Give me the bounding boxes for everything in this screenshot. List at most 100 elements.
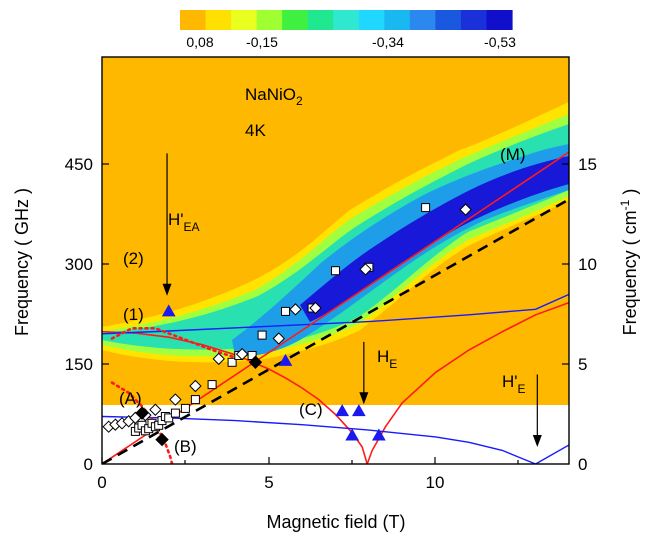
y-left-tick-label-300: 300 [65,255,93,274]
y-left-tick-label-0: 0 [84,455,93,474]
data-point-square [180,403,190,413]
colorbar-cell [384,10,411,30]
y-left-tick-label-150: 150 [65,355,93,374]
temperature-label: 4K [245,121,266,140]
colorbar-cell [180,10,207,30]
colorbar-cell [409,10,436,30]
data-point-open-diamond [189,379,202,393]
data-point-triangle [335,404,350,417]
colorbar-cell [486,10,513,30]
mode-label-2: (2) [123,249,144,268]
arrow-label-HEA-sub: EA [184,220,200,234]
data-point-square [164,413,174,423]
data-point-square [170,408,180,418]
y-axis-label-right-exp: -1 [618,199,632,210]
data-point-filled-diamond [248,355,263,369]
data-point-square [421,203,431,213]
y-left-tick-label-450: 450 [65,155,93,174]
data-point-open-diamond [459,203,472,216]
y-axis-label-right-main: Frequency ( cm [620,210,640,335]
data-point-triangle [372,428,386,441]
colorbar-tick-label-4: -0,53 [484,34,516,50]
data-point-square [257,330,267,340]
colorbar-cell [358,10,385,30]
colorbar-cell [333,10,360,30]
field-arrows [162,153,542,448]
colorbar-cell [307,10,334,30]
arrow-label-HE-main: H [377,347,389,366]
colorbar-tick-label-1: 0,08 [186,34,213,50]
plot-area [102,57,569,464]
blue-curve-lower [102,415,569,464]
colorbar-cell [460,10,488,30]
series-lines [102,151,569,464]
arrow-label-HpE: H'E [502,372,526,396]
y-right-tick-label-5: 5 [578,355,587,374]
sample-label: NaNiO2 [245,85,303,108]
blue-line-upper [102,293,569,335]
colorbar-cell [256,10,283,30]
arrow-label-HpE-sub: E [518,382,526,396]
data-point-square [227,357,237,367]
x-tick-label-5: 5 [264,473,273,492]
mode-label-C: (C) [299,400,323,419]
field-arrow [532,374,542,448]
arrow-label-HE: HE [377,347,397,371]
colorbar-cell [205,10,232,30]
tick-labels: 0 5 10 0 150 300 450 0 5 10 15 [65,155,597,492]
data-point-open-diamond [272,332,285,345]
data-point-open-diamond [289,303,302,316]
data-point-filled-diamond [155,432,169,447]
data-point-open-diamond [235,347,249,361]
arrow-label-HEA: H'EA [168,210,200,234]
data-point-triangle [351,404,366,417]
data-point-open-diamond [169,393,182,406]
y-axis-label-right: Frequency ( cm-1 ) [618,189,640,336]
data-point-open-diamond [359,263,372,276]
data-point-filled-diamond [135,406,149,420]
markers [102,203,472,447]
heatmap-band-mid [102,124,569,350]
colorbar-cell [435,10,462,30]
y-axis-label-right-close: ) [620,189,640,200]
mode-label-B: (B) [174,437,197,456]
data-point-open-diamond [212,352,225,366]
data-point-triangle [161,304,176,317]
colorbar-tick-label-2: -0,15 [246,34,278,50]
colorbar-cell [282,10,309,30]
data-point-triangle [345,428,360,441]
colorbar-cells [180,10,513,30]
data-point-open-diamond [309,301,322,315]
plot-frame [101,56,570,465]
y-right-tick-label-0: 0 [578,455,587,474]
y-axis-label-left: Frequency ( GHz ) [12,188,32,336]
field-arrow [162,153,172,296]
data-point-open-diamond [149,403,162,416]
arrow-label-HE-sub: E [389,357,397,371]
mode-label-A: (A) [119,389,142,408]
data-point-square [331,266,340,276]
annotations: NaNiO2 4K (M) (2) (1) (A) (B) (C) H'EA H… [119,85,526,456]
red-dotted-curve-upper [110,327,244,361]
data-point-square [281,306,290,316]
field-arrow-head [162,283,172,296]
mode-label-1: (1) [123,305,144,324]
sample-label-sub: 2 [296,94,303,108]
field-arrow-head [359,392,369,405]
sample-label-main: NaNiO [245,85,296,104]
y-right-tick-label-10: 10 [578,255,597,274]
colorbar-cell [231,10,258,30]
y-right-tick-label-15: 15 [578,155,597,174]
field-arrow-head [532,435,542,448]
field-arrow [359,341,369,405]
heatmap-bands [102,102,569,363]
arrow-label-HpE-main: H' [502,372,518,391]
red-curve-lower [366,301,569,464]
data-point-square [207,380,217,390]
data-point-triangle [278,353,293,366]
colorbar: 0,08 -0,15 -0,34 -0,53 [180,10,516,50]
mode-label-M: (M) [500,145,525,164]
x-tick-label-10: 10 [426,473,445,492]
data-point-square [190,395,200,405]
